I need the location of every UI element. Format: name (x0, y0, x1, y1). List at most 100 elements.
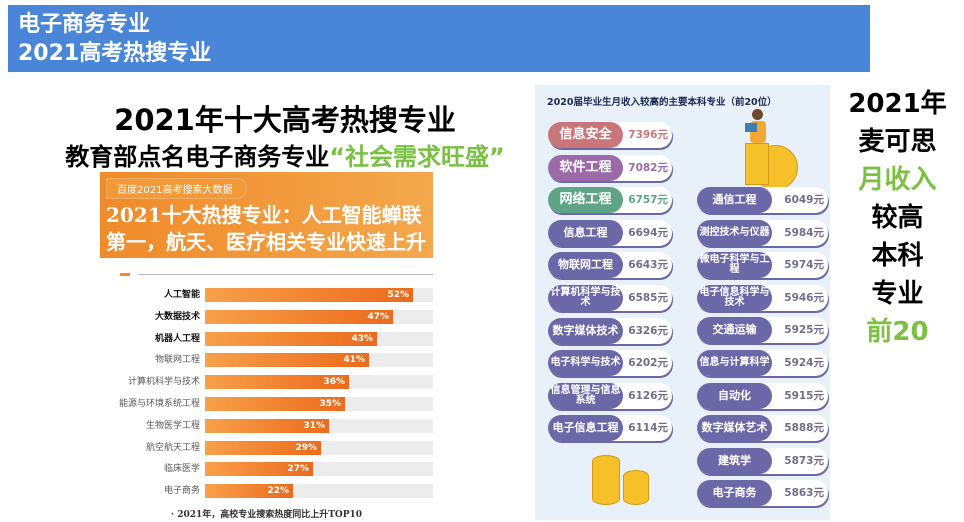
major-name: 自动化 (697, 382, 772, 409)
income-item: 电子科学与技术 6202元 (548, 350, 672, 377)
bar-label: 大数据技术 (154, 311, 200, 322)
bar: 41% (205, 353, 369, 368)
side-line-3: 月收入 (858, 165, 937, 195)
bar: 47% (205, 309, 393, 324)
bar-value-label: 36% (323, 377, 345, 388)
bar-value-label: 41% (343, 355, 365, 366)
income-title: 2020届毕业生月收入较高的主要本科专业（前20位） (547, 97, 777, 108)
income-item: 计算机科学与技术 6585元 (548, 285, 672, 311)
income-item: 信息管理与信息系统 6126元 (548, 382, 672, 409)
major-name: 计算机科学与技术 (548, 285, 623, 311)
bar-value-label: 43% (351, 333, 373, 344)
bar-label: 能源与环境系统工程 (118, 399, 200, 409)
income-value: 5873元 (784, 454, 824, 467)
bar: 22% (205, 484, 293, 499)
income-item: 数字媒体艺术 5888元 (697, 415, 828, 442)
bar-value-label: 27% (287, 464, 309, 475)
bar-label: 电子商务 (163, 486, 200, 497)
bar: 52% (205, 288, 413, 302)
income-value: 5925元 (784, 324, 824, 337)
major-name: 数字媒体技术 (548, 317, 623, 344)
side-line-5: 本科 (871, 241, 924, 271)
major-name: 电子商务 (697, 480, 772, 507)
main-heading: 2021年十大高考热搜专业 (114, 103, 456, 137)
bar: 29% (205, 440, 321, 455)
income-value: 6694元 (628, 226, 668, 239)
income-item: 通信工程 6049元 (697, 187, 828, 213)
major-name: 电子科学与技术 (548, 350, 623, 377)
income-value: 6114元 (628, 422, 668, 435)
bar-track: 31% (205, 418, 433, 433)
bar-track: 29% (205, 440, 433, 455)
bar-label: 物联网工程 (154, 355, 200, 366)
bar-track: 36% (205, 375, 433, 390)
income-value: 5946元 (784, 291, 824, 304)
major-name: 物联网工程 (548, 252, 623, 279)
bar-row: 生物医学工程 31% (100, 418, 433, 433)
income-value: 5863元 (784, 487, 824, 500)
bar-value-label: 47% (367, 311, 389, 322)
infographic-title: 2021十大热搜专业：人工智能蝉联 第一，航天、医疗相关专业快速上升 (106, 202, 433, 256)
income-value: 6202元 (628, 357, 668, 370)
bar-row: 电子商务 22% (100, 484, 433, 499)
major-name: 软件工程 (548, 154, 623, 181)
side-line-7: 前20 (866, 317, 929, 347)
bar: 43% (205, 331, 377, 346)
bar-value-label: 35% (319, 399, 341, 409)
major-name: 信息与计算科学 (697, 350, 772, 376)
divider (138, 274, 433, 275)
major-name: 网络工程 (548, 187, 623, 214)
major-name: 电子信息工程 (548, 415, 623, 442)
side-line-4: 较高 (871, 203, 924, 233)
income-value: 5984元 (784, 226, 824, 239)
major-name: 信息安全 (548, 122, 623, 148)
income-value: 6757元 (628, 194, 668, 207)
side-line-2: 麦可思 (858, 127, 937, 157)
major-name: 信息工程 (548, 219, 623, 246)
source-tag: 百度2021高考搜索大数据 (106, 178, 248, 199)
bar-row: 航空航天工程 29% (100, 440, 433, 455)
bar: 27% (205, 462, 313, 477)
income-item: 数字媒体技术 6326元 (548, 317, 672, 344)
income-item: 物联网工程 6643元 (548, 252, 672, 279)
income-value: 7082元 (628, 161, 668, 174)
side-caption: 2021年 麦可思 月收入 较高 本科 专业 前20 (840, 85, 955, 351)
bar: 31% (205, 418, 329, 433)
income-value: 7396元 (628, 129, 668, 141)
income-item: 测控技术与仪器 5984元 (697, 219, 828, 246)
income-value: 6585元 (628, 292, 668, 304)
major-name: 交通运输 (697, 317, 772, 344)
income-item: 信息安全 7396元 (548, 122, 672, 148)
bar-value-label: 31% (303, 420, 325, 431)
income-item: 软件工程 7082元 (548, 154, 672, 181)
bar-row: 物联网工程 41% (100, 353, 433, 368)
income-value: 5888元 (784, 422, 824, 435)
sub-heading-quote: “社会需求旺盛” (329, 143, 505, 171)
title-banner: 电子商务专业 2021高考热搜专业 (8, 5, 870, 72)
income-item: 信息工程 6694元 (548, 219, 672, 246)
infographic-title-line2: 第一，航天、医疗相关专业快速上升 (106, 230, 426, 254)
bar-value-label: 22% (267, 486, 289, 497)
banner-subtitle: 2021高考热搜专业 (18, 41, 212, 66)
bar-row: 大数据技术 47% (100, 309, 433, 324)
bar-track: 27% (205, 462, 433, 477)
bar-label: 航空航天工程 (145, 442, 200, 453)
income-value: 6049元 (784, 194, 824, 206)
income-infographic: 2020届毕业生月收入较高的主要本科专业（前20位） 信息安全 7396元软件工程… (535, 85, 830, 520)
bar-value-label: 29% (295, 442, 317, 453)
bar-track: 35% (205, 397, 433, 411)
bar-row: 计算机科学与技术 36% (100, 375, 433, 390)
income-value: 6126元 (628, 389, 668, 402)
income-item: 电子信息工程 6114元 (548, 415, 672, 442)
income-value: 5915元 (784, 389, 824, 402)
bar: 35% (205, 397, 345, 411)
bar-value-label: 52% (387, 290, 409, 300)
bar-track: 22% (205, 484, 433, 499)
bar-label: 计算机科学与技术 (127, 377, 200, 388)
bar-track: 52% (205, 288, 433, 302)
major-name: 电子信息科学与技术 (697, 284, 772, 311)
income-item: 自动化 5915元 (697, 382, 828, 409)
infographic-title-line1: 2021十大热搜专业：人工智能蝉联 (106, 203, 422, 227)
income-item: 信息与计算科学 5924元 (697, 350, 828, 376)
bar-row: 机器人工程 43% (100, 331, 433, 346)
